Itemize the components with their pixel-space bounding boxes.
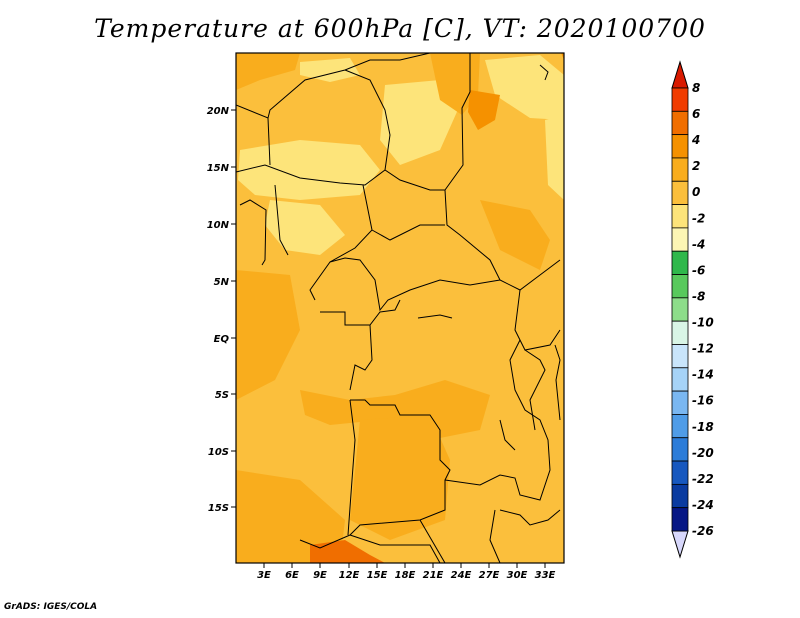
lon-tick-30e: 30E — [507, 563, 528, 581]
lat-tick-label: 10S — [208, 447, 229, 458]
colorbar-swatch — [671, 227, 689, 252]
colorbar-swatch — [671, 250, 689, 275]
colorbar-label: -18 — [692, 420, 714, 434]
lon-tick-9e: 9E — [313, 563, 327, 581]
latitude-axis: 20N 15N 10N 5N EQ 5S 10S 15S — [207, 106, 236, 514]
colorbar-label: 4 — [691, 133, 700, 147]
colorbar-label: -24 — [692, 498, 714, 512]
colorbar-label: 0 — [692, 185, 700, 199]
colorbar-label: -4 — [692, 237, 705, 251]
colorbar-label: -14 — [692, 368, 714, 382]
lat-tick-5s: 5S — [215, 390, 236, 401]
colorbar-label: 6 — [692, 107, 700, 121]
lon-tick-6e: 6E — [285, 563, 299, 581]
colorbar-label: 2 — [692, 159, 700, 173]
lon-tick-15e: 15E — [367, 563, 388, 581]
grads-credit: GrADS: IGES/COLA — [4, 602, 98, 612]
colorbar-label: -22 — [692, 472, 714, 486]
lon-tick-24e: 24E — [451, 563, 472, 581]
lon-tick-label: 6E — [285, 570, 299, 581]
lon-tick-12e: 12E — [339, 563, 360, 581]
colorbar-swatch — [671, 157, 689, 182]
colorbar-swatch — [671, 507, 689, 532]
map-frame — [235, 52, 565, 564]
colorbar-top-arrow — [671, 60, 689, 89]
colorbar-swatch — [671, 180, 689, 205]
colorbar-label: -16 — [692, 394, 714, 408]
colorbar-label: -20 — [692, 446, 714, 460]
colorbar-swatch — [671, 344, 689, 369]
temperature-field — [236, 53, 564, 563]
colorbar-label: 8 — [692, 81, 700, 95]
colorbar-swatch — [671, 320, 689, 345]
colorbar-bottom-arrow — [671, 530, 689, 559]
colorbar-label: -12 — [692, 342, 714, 356]
lon-tick-label: 21E — [423, 570, 444, 581]
colorbar-swatch — [671, 87, 689, 112]
colorbar-label: -26 — [692, 524, 714, 538]
colorbar-swatches — [671, 87, 689, 532]
lat-tick-10n: 10N — [207, 220, 236, 231]
lon-tick-label: 24E — [451, 570, 472, 581]
colorbar-swatch — [671, 483, 689, 509]
lat-tick-label: EQ — [214, 334, 230, 345]
colorbar: 8 6 4 2 0 -2 -4 -6 -8 -10 -12 -14 -16 -18 -20 -22 -24 -26 — [671, 60, 714, 559]
colorbar-swatch — [671, 274, 689, 299]
lat-tick-label: 20N — [207, 106, 230, 117]
lat-tick-label: 10N — [207, 220, 230, 231]
longitude-axis: 3E 6E 9E 12E 15E 18E 21E 24E 27E 30E 33E — [257, 563, 556, 581]
lat-tick-label: 15N — [207, 163, 230, 174]
lon-tick-label: 30E — [507, 570, 528, 581]
lon-tick-33e: 33E — [535, 563, 556, 581]
colorbar-swatch — [671, 414, 689, 439]
lon-tick-label: 9E — [313, 570, 327, 581]
colorbar-label: -10 — [692, 316, 714, 330]
colorbar-swatch — [671, 110, 689, 136]
colorbar-swatch — [671, 297, 689, 322]
lat-tick-20n: 20N — [207, 106, 236, 117]
map-title: Temperature at 600hPa [C], VT: 202010070… — [94, 14, 706, 43]
lat-tick-label: 15S — [208, 503, 229, 514]
lat-tick-label: 5N — [214, 277, 230, 288]
lon-tick-label: 15E — [367, 570, 388, 581]
colorbar-swatch — [671, 460, 689, 485]
colorbar-label: -6 — [692, 263, 705, 277]
lon-tick-label: 3E — [257, 570, 271, 581]
lat-tick-15s: 15S — [208, 503, 236, 514]
lon-tick-18e: 18E — [395, 563, 416, 581]
lon-tick-21e: 21E — [423, 563, 444, 581]
lat-tick-10s: 10S — [208, 447, 236, 458]
colorbar-swatch — [671, 390, 689, 415]
colorbar-swatch — [671, 134, 689, 159]
colorbar-swatch — [671, 204, 689, 229]
lon-tick-label: 27E — [479, 570, 500, 581]
lon-tick-3e: 3E — [257, 563, 271, 581]
lon-tick-label: 33E — [535, 570, 556, 581]
lat-tick-15n: 15N — [207, 163, 236, 174]
colorbar-label: -8 — [692, 289, 705, 303]
colorbar-label: -2 — [692, 211, 705, 225]
country-borders — [236, 53, 561, 563]
lat-tick-eq: EQ — [214, 334, 236, 345]
colorbar-labels: 8 6 4 2 0 -2 -4 -6 -8 -10 -12 -14 -16 -18 -20 -22 -24 -26 — [691, 81, 714, 538]
lon-tick-label: 18E — [395, 570, 416, 581]
colorbar-swatch — [671, 367, 689, 392]
lat-tick-label: 5S — [215, 390, 229, 401]
colorbar-swatch — [671, 437, 689, 462]
lon-tick-label: 12E — [339, 570, 360, 581]
lat-tick-5n: 5N — [214, 277, 236, 288]
lon-tick-27e: 27E — [479, 563, 500, 581]
